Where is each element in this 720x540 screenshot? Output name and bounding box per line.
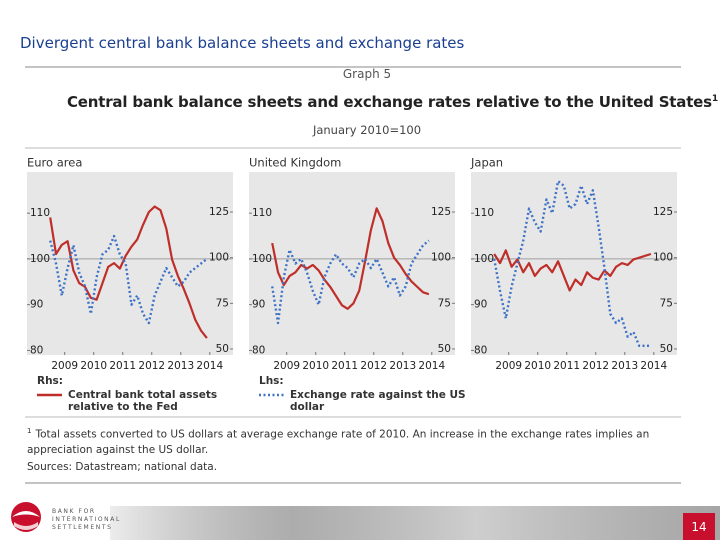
x-tick-label: 2010	[80, 360, 107, 372]
series-line	[49, 234, 208, 325]
x-tick-label: 2011	[109, 360, 136, 372]
x-tick-label: 2012	[582, 360, 609, 372]
y-tick-label: 80	[474, 344, 487, 356]
y2-tick-label: 75	[216, 297, 229, 309]
y-tick-label: 110	[30, 207, 50, 219]
legend-axis-label: Lhs:	[259, 375, 284, 387]
plot-area	[249, 172, 455, 355]
series-line	[49, 205, 208, 339]
logo-text: BANK FOR INTERNATIONAL SETTLEMENTS	[52, 508, 121, 532]
panel-title: United Kingdom	[249, 156, 341, 170]
x-tick-label: 2014	[418, 360, 445, 372]
logo-icon	[11, 502, 41, 532]
x-tick-label: 2011	[553, 360, 580, 372]
series-line	[271, 207, 430, 310]
footnote: 1 Total assets converted to US dollars at…	[27, 424, 687, 458]
legend-entry: Central bank total assets relative to th…	[68, 389, 218, 413]
series-line	[493, 249, 652, 292]
x-tick-label: 2012	[138, 360, 165, 372]
y2-tick-label: 125	[653, 206, 673, 218]
x-tick-label: 2010	[302, 360, 329, 372]
y-tick-label: 90	[252, 299, 265, 311]
y2-tick-label: 75	[438, 297, 451, 309]
y-tick-label: 110	[252, 207, 272, 219]
y2-tick-label: 50	[216, 343, 229, 355]
y2-tick-label: 100	[209, 252, 229, 264]
x-tick-label: 2011	[331, 360, 358, 372]
panel-title: Euro area	[27, 156, 82, 170]
y2-tick-label: 50	[438, 343, 451, 355]
photo-strip-texture	[110, 506, 720, 540]
x-tick-label: 2014	[640, 360, 667, 372]
logo-line: BANK FOR	[52, 508, 96, 515]
page-number: 14	[683, 513, 715, 540]
panel-title: Japan	[470, 156, 503, 170]
y-tick-label: 90	[474, 299, 487, 311]
plot-area	[471, 172, 677, 355]
x-tick-label: 2010	[524, 360, 551, 372]
y-tick-label: 100	[30, 253, 50, 265]
sources: Sources: Datastream; national data.	[27, 461, 218, 473]
chart-title-note: 1	[711, 94, 718, 104]
chart-title: Central bank balance sheets and exchange…	[67, 93, 718, 111]
y2-tick-label: 100	[431, 252, 451, 264]
y-tick-label: 110	[474, 207, 494, 219]
y-tick-label: 80	[252, 344, 265, 356]
series-line	[493, 179, 651, 348]
y-tick-label: 90	[30, 299, 43, 311]
footnote-marker: 1	[27, 427, 32, 435]
x-tick-label: 2009	[495, 360, 522, 372]
chart-subtitle: January 2010=100	[312, 123, 422, 137]
y2-tick-label: 125	[431, 206, 451, 218]
footnote-text: Total assets converted to US dollars at …	[27, 428, 650, 456]
y2-tick-label: 125	[209, 206, 229, 218]
legend-axis-label: Rhs:	[37, 375, 64, 387]
y2-tick-label: 75	[660, 297, 673, 309]
y2-tick-label: 100	[653, 252, 673, 264]
x-tick-label: 2012	[360, 360, 387, 372]
logo-line: SETTLEMENTS	[52, 524, 113, 531]
y-tick-label: 100	[474, 253, 494, 265]
y-tick-label: 100	[252, 253, 272, 265]
y-tick-label: 80	[30, 344, 43, 356]
x-tick-label: 2013	[611, 360, 638, 372]
y2-tick-label: 50	[660, 343, 673, 355]
x-tick-label: 2013	[167, 360, 194, 372]
x-tick-label: 2009	[51, 360, 78, 372]
graph-label: Graph 5	[342, 67, 392, 81]
slide-title: Divergent central bank balance sheets an…	[20, 34, 465, 52]
chart-title-text: Central bank balance sheets and exchange…	[67, 93, 712, 111]
series-line	[271, 239, 430, 325]
x-tick-label: 2013	[389, 360, 416, 372]
logo-line: INTERNATIONAL	[52, 516, 121, 523]
x-tick-label: 2014	[196, 360, 223, 372]
legend-entry: Exchange rate against the US dollar	[290, 389, 466, 413]
x-tick-label: 2009	[273, 360, 300, 372]
